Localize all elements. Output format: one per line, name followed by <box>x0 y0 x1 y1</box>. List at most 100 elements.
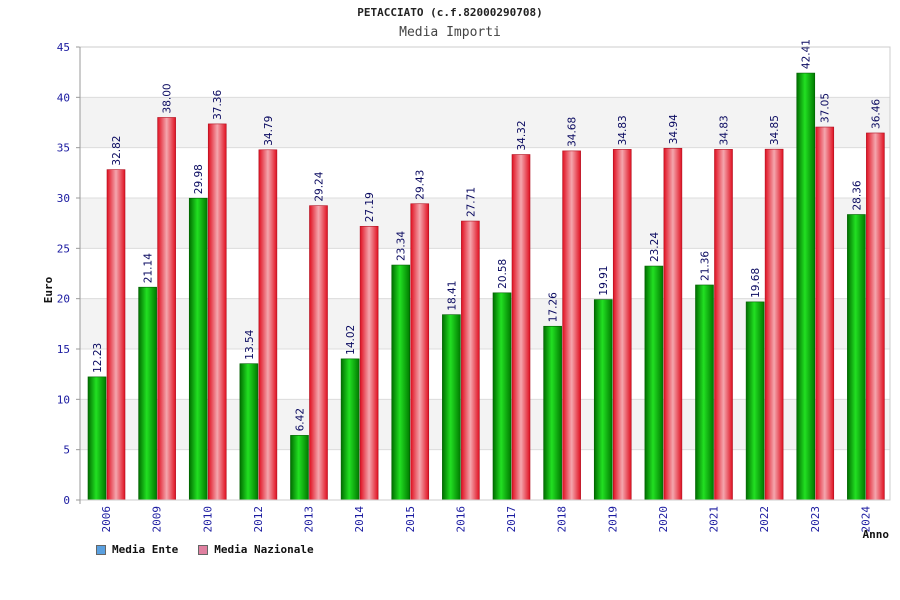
legend-item-ente: Media Ente <box>96 543 178 556</box>
x-tick-label-2016: 2016 <box>454 506 467 533</box>
bar-ente-2015 <box>391 264 411 501</box>
bar-nazionale-2024 <box>866 132 885 501</box>
bar-nazionale-2023 <box>815 126 835 501</box>
bar-nazionale-2006 <box>106 169 126 501</box>
data-labels-layer: 12.23 32.82 21.14 38.00 29.98 37.36 13.54 34.79… <box>92 39 882 431</box>
data-label-ente-2013: 6.42 <box>295 408 307 431</box>
x-tick-label-2022: 2022 <box>758 506 771 533</box>
bar-ente-2021 <box>695 284 714 501</box>
bar-nazionale-2010 <box>207 123 227 501</box>
data-label-ente-2017: 20.58 <box>497 259 509 289</box>
chart-subtitle: Media Importi <box>399 25 501 40</box>
data-label-ente-2006: 12.23 <box>92 343 104 373</box>
data-label-nazionale-2006: 32.82 <box>111 136 123 166</box>
bar-nazionale-2017 <box>511 154 531 501</box>
x-tick-label-2023: 2023 <box>809 506 822 533</box>
bar-nazionale-2018 <box>562 150 581 501</box>
data-label-ente-2012: 13.54 <box>244 329 256 359</box>
bars-layer <box>87 72 885 501</box>
legend-swatch-nazionale <box>198 544 209 555</box>
y-tick-label: 45 <box>57 41 70 54</box>
bar-nazionale-2019 <box>612 149 632 501</box>
bar-ente-2012 <box>239 363 259 501</box>
data-label-nazionale-2016: 27.71 <box>465 187 477 217</box>
data-label-nazionale-2013: 29.24 <box>314 171 326 201</box>
y-tick-label: 30 <box>57 192 70 205</box>
data-label-ente-2010: 29.98 <box>193 164 205 194</box>
bar-nazionale-2021 <box>714 149 733 501</box>
x-tick-label-2014: 2014 <box>353 506 366 533</box>
bar-ente-2010 <box>188 197 208 501</box>
data-label-ente-2015: 23.34 <box>396 231 408 261</box>
bar-nazionale-2013 <box>309 205 328 501</box>
data-label-ente-2016: 18.41 <box>446 281 458 311</box>
y-tick-label: 10 <box>57 393 70 406</box>
x-tick-label-2015: 2015 <box>404 506 417 533</box>
y-tick-label: 35 <box>57 142 70 155</box>
bar-ente-2017 <box>492 292 512 501</box>
bar-nazionale-2012 <box>258 149 278 501</box>
bar-ente-2019 <box>593 299 613 501</box>
bar-ente-2018 <box>543 325 562 501</box>
x-tick-label-2017: 2017 <box>505 506 518 533</box>
x-tick-label-2006: 2006 <box>100 506 113 533</box>
legend-item-nazionale: Media Nazionale <box>198 543 314 556</box>
y-tick-label: 15 <box>57 343 70 356</box>
x-tick-label-2020: 2020 <box>657 506 670 533</box>
data-label-nazionale-2018: 34.68 <box>567 117 579 147</box>
x-tick-label-2019: 2019 <box>606 506 619 533</box>
legend-swatch-ente <box>96 544 106 555</box>
bar-nazionale-2020 <box>663 147 683 501</box>
data-label-ente-2022: 19.68 <box>750 268 762 298</box>
bar-ente-2006 <box>87 376 107 501</box>
data-label-nazionale-2012: 34.79 <box>263 116 275 146</box>
data-label-ente-2019: 19.91 <box>598 266 610 296</box>
chart-title: PETACCIATO (c.f.82000290708) <box>357 6 543 19</box>
data-label-ente-2024: 28.36 <box>851 180 863 210</box>
bar-ente-2022 <box>745 301 765 501</box>
bar-nazionale-2016 <box>461 220 480 501</box>
bar-nazionale-2015 <box>410 203 430 501</box>
data-label-ente-2014: 14.02 <box>345 325 357 355</box>
x-tick-label-2018: 2018 <box>556 506 569 533</box>
bar-ente-2016 <box>442 314 461 501</box>
x-axis-label: Anno <box>863 528 890 541</box>
legend-label-nazionale: Media Nazionale <box>214 543 314 556</box>
data-label-nazionale-2015: 29.43 <box>415 170 427 200</box>
x-tick-label-2010: 2010 <box>201 506 214 533</box>
y-tick-label: 0 <box>63 494 70 507</box>
data-label-nazionale-2017: 34.32 <box>516 120 528 150</box>
y-tick-label: 5 <box>63 444 70 457</box>
data-label-nazionale-2019: 34.83 <box>617 115 629 145</box>
y-tick-label: 40 <box>57 91 70 104</box>
bar-nazionale-2014 <box>359 225 379 501</box>
x-tick-label-2009: 2009 <box>151 506 164 533</box>
data-label-nazionale-2022: 34.85 <box>769 115 781 145</box>
legend-label-ente: Media Ente <box>112 543 179 556</box>
y-axis-label: Euro <box>42 276 55 303</box>
data-label-nazionale-2023: 37.05 <box>820 93 832 123</box>
y-tick-label: 20 <box>57 293 70 306</box>
y-tick-label: 25 <box>57 242 70 255</box>
data-label-ente-2020: 23.24 <box>649 232 661 262</box>
data-label-ente-2023: 42.41 <box>801 39 813 69</box>
data-label-ente-2009: 21.14 <box>143 253 155 283</box>
bar-nazionale-2022 <box>764 148 784 501</box>
legend: Media Ente Media Nazionale <box>96 543 314 556</box>
data-label-nazionale-2020: 34.94 <box>668 114 680 144</box>
data-label-ente-2018: 17.26 <box>548 292 560 322</box>
bar-ente-2024 <box>847 214 866 501</box>
bar-ente-2013 <box>290 435 309 501</box>
bar-ente-2009 <box>138 286 157 501</box>
data-label-nazionale-2021: 34.83 <box>719 115 731 145</box>
bar-ente-2014 <box>340 358 360 501</box>
data-label-ente-2021: 21.36 <box>700 251 712 281</box>
bar-ente-2023 <box>796 72 816 501</box>
x-tick-label-2024: 2024 <box>859 506 872 533</box>
data-label-nazionale-2010: 37.36 <box>212 90 224 120</box>
x-tick-label-2013: 2013 <box>303 506 316 533</box>
x-tick-label-2021: 2021 <box>708 506 721 533</box>
x-tick-label-2012: 2012 <box>252 506 265 533</box>
data-label-nazionale-2009: 38.00 <box>162 83 174 113</box>
